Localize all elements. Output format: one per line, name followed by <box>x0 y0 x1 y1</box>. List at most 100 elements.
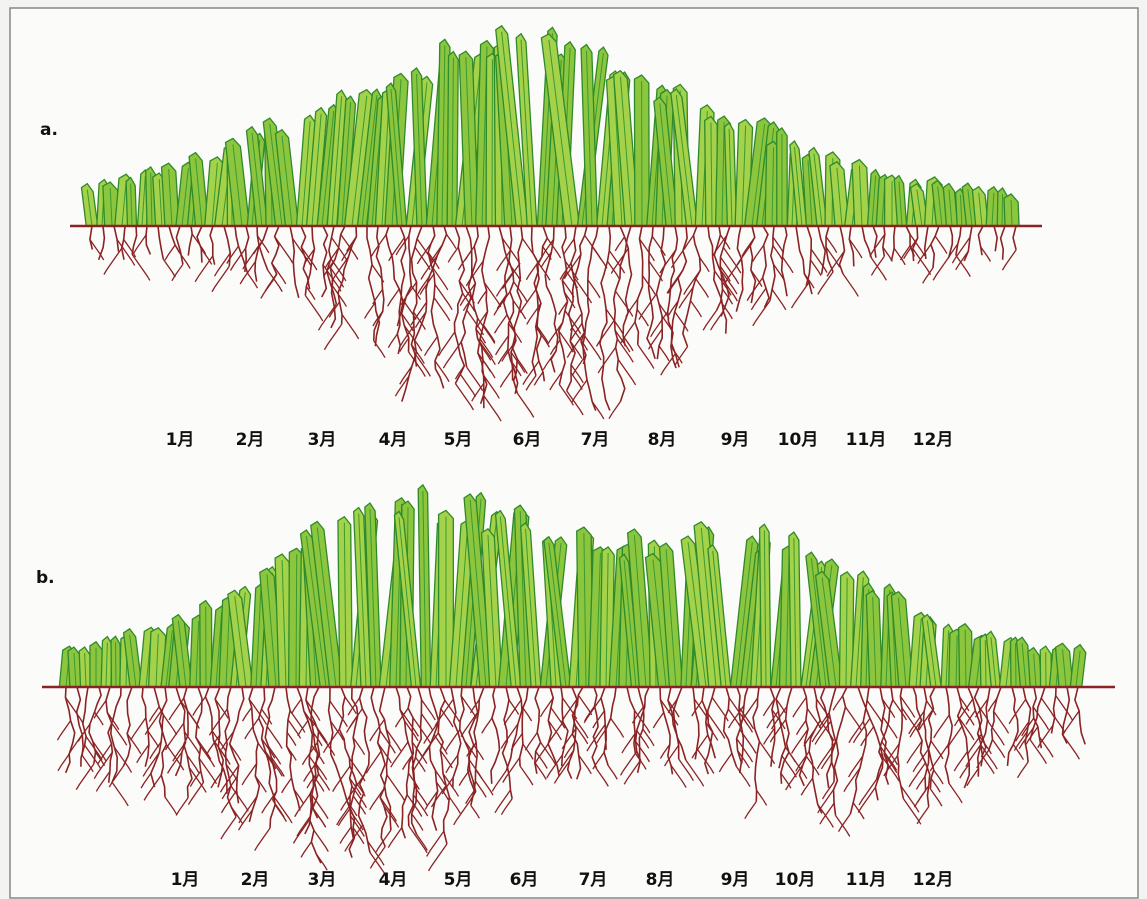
root <box>818 712 830 729</box>
root <box>869 233 886 257</box>
root <box>108 765 124 788</box>
grass-vein <box>398 517 417 688</box>
root <box>417 276 430 295</box>
root <box>651 235 666 257</box>
grass-vein <box>700 527 717 688</box>
grass-vein <box>501 31 523 227</box>
root <box>902 798 922 825</box>
root <box>464 246 475 261</box>
root <box>271 262 287 285</box>
month-label: 9月 <box>721 870 750 890</box>
grass-vein <box>390 89 403 227</box>
root <box>525 256 543 281</box>
root <box>336 804 351 826</box>
root <box>427 225 445 389</box>
root <box>136 744 150 764</box>
root <box>364 302 376 319</box>
root <box>735 686 749 774</box>
root <box>561 728 577 750</box>
root <box>509 359 522 377</box>
root <box>187 782 204 806</box>
root <box>617 359 637 386</box>
root <box>347 774 365 800</box>
root <box>410 225 423 367</box>
root <box>113 225 120 252</box>
root <box>315 763 328 781</box>
panel-label: a. <box>40 120 58 140</box>
root <box>142 752 160 777</box>
root <box>410 344 425 364</box>
grass-vein <box>84 653 87 688</box>
grass-vein <box>301 121 311 227</box>
root <box>614 290 634 317</box>
root <box>596 728 607 744</box>
root <box>572 354 587 376</box>
root <box>650 311 669 338</box>
root <box>569 340 583 359</box>
root <box>944 686 953 784</box>
root <box>977 733 992 755</box>
grass-vein <box>585 50 593 227</box>
grass-vein <box>1021 643 1027 688</box>
root <box>111 722 128 746</box>
root <box>340 796 351 811</box>
root <box>466 309 485 336</box>
root <box>81 754 94 773</box>
root <box>906 740 923 764</box>
root <box>64 697 84 724</box>
root <box>410 301 428 326</box>
root <box>788 751 808 780</box>
root <box>300 246 318 271</box>
root <box>292 819 311 844</box>
month-label: 6月 <box>510 870 539 890</box>
root <box>219 765 240 793</box>
root <box>858 778 878 806</box>
root <box>416 747 428 764</box>
root <box>420 713 434 731</box>
root <box>558 300 569 315</box>
root <box>792 696 807 718</box>
root <box>591 686 599 770</box>
grass-vein <box>1010 199 1013 227</box>
root <box>570 364 584 384</box>
root <box>966 733 982 756</box>
root <box>678 287 694 309</box>
root <box>987 697 998 712</box>
root <box>304 295 324 322</box>
root <box>351 824 364 842</box>
root <box>432 267 449 291</box>
root <box>825 225 834 273</box>
root <box>305 699 321 722</box>
grass-vein <box>141 176 146 227</box>
root <box>704 686 716 775</box>
root <box>329 282 347 307</box>
grass-vein <box>763 530 767 688</box>
root <box>469 699 480 714</box>
root <box>196 225 203 263</box>
root <box>204 686 228 794</box>
root <box>912 686 931 807</box>
root <box>234 225 249 274</box>
root <box>448 796 461 814</box>
root <box>267 745 282 765</box>
root <box>434 770 446 786</box>
root <box>158 686 168 798</box>
root <box>321 225 329 298</box>
root <box>171 263 184 282</box>
root <box>658 345 670 362</box>
root <box>444 729 461 752</box>
root <box>953 751 968 772</box>
root <box>636 730 650 749</box>
root <box>323 324 343 351</box>
root <box>811 718 829 743</box>
grass-vein <box>1033 653 1037 688</box>
root <box>175 797 189 816</box>
root <box>194 255 214 283</box>
grass-vein <box>898 181 903 227</box>
root <box>1015 721 1030 742</box>
root <box>685 759 705 787</box>
root <box>549 371 563 391</box>
grass-vein <box>525 528 537 688</box>
root <box>369 719 385 742</box>
grass-vein <box>234 596 247 688</box>
